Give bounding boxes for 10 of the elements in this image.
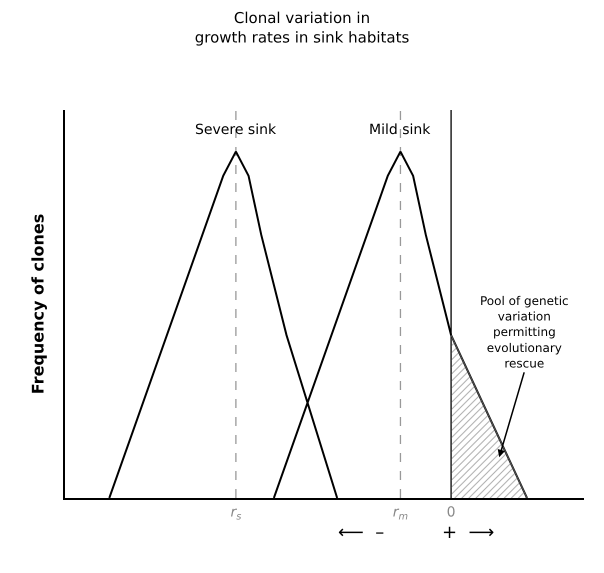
x-tick-label: r$_{s}$ (230, 504, 242, 522)
series-label: Severe sink (195, 122, 277, 138)
y-axis-title: Frequency of clones (28, 214, 48, 394)
series-label: Mild sink (369, 122, 432, 138)
x-tick-label: 0 (446, 504, 456, 521)
annotation: Pool of genetic variation permitting evolutionary rescue (480, 294, 569, 370)
text: + ⟶ (442, 522, 494, 543)
text: ⟵ – (338, 522, 384, 543)
x-tick-label: r$_{m}$ (392, 504, 408, 522)
chart-title: Clonal variation in growth rates in sink habitats (194, 8, 410, 46)
